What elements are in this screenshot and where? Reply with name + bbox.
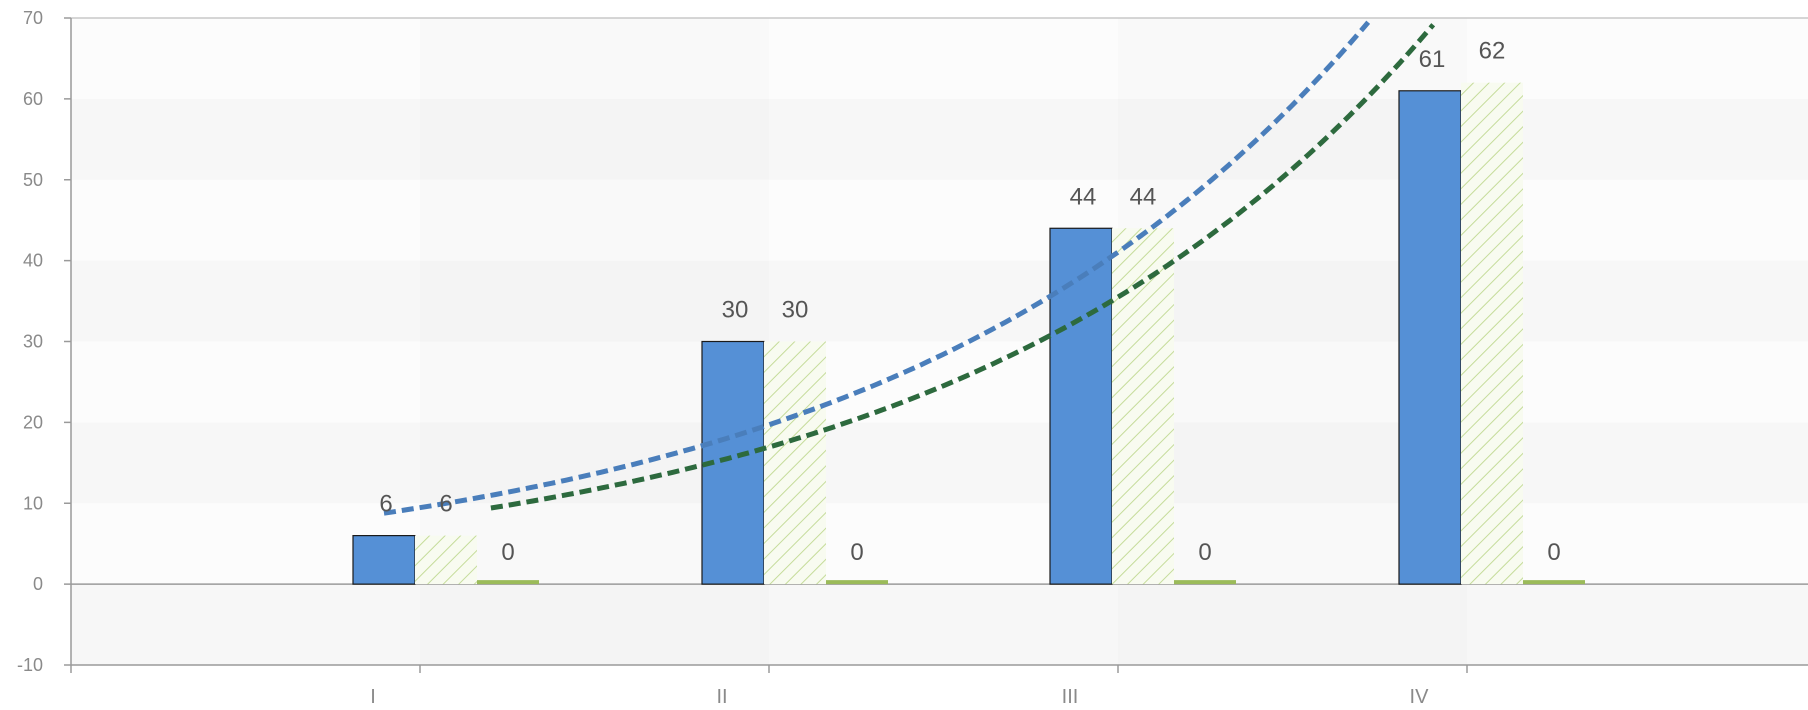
data-label: 0 <box>501 539 514 566</box>
trendlines <box>383 20 1436 516</box>
bar-series-2 <box>1461 82 1523 585</box>
x-tick-label: II <box>716 686 727 708</box>
bars <box>352 82 1585 585</box>
y-tick-label: 20 <box>23 412 43 432</box>
x-tick-label: IV <box>1410 686 1430 708</box>
y-tick-label: 50 <box>23 170 43 190</box>
data-label: 61 <box>1419 46 1446 73</box>
bar-series-2 <box>1112 228 1174 585</box>
bar-series-1 <box>1049 227 1113 585</box>
bar-series-1 <box>1398 90 1462 585</box>
data-label: 30 <box>782 297 809 324</box>
data-label: 30 <box>722 297 749 324</box>
data-label: 0 <box>850 539 863 566</box>
y-tick-label: 60 <box>23 89 43 109</box>
grid-band <box>71 18 1808 99</box>
trendline-1 <box>383 20 1371 516</box>
data-label: 44 <box>1130 183 1157 210</box>
bar-series-2 <box>764 341 826 585</box>
x-tick-label: I <box>370 686 376 708</box>
bar-series-3 <box>1174 580 1236 585</box>
data-label: 44 <box>1070 183 1097 210</box>
y-tick-label: 10 <box>23 493 43 513</box>
grid-band <box>71 260 1808 342</box>
grid-band <box>71 179 1808 261</box>
data-labels: 6 6 0 30 30 0 44 44 0 61 62 0 <box>379 38 1560 566</box>
y-tick-label: -10 <box>17 655 43 675</box>
grid-band <box>71 422 1808 504</box>
data-label: 6 <box>439 491 452 518</box>
data-label: 62 <box>1479 38 1506 65</box>
bar-series-3 <box>826 580 888 585</box>
bar-series-2 <box>415 535 477 585</box>
trendline-2 <box>490 23 1436 511</box>
y-tick-label: 70 <box>23 8 43 28</box>
y-tick-label: 30 <box>23 332 43 352</box>
data-label: 0 <box>1198 539 1211 566</box>
data-label: 0 <box>1547 539 1560 566</box>
bar-series-1 <box>352 534 416 585</box>
y-tick-label: 40 <box>23 251 43 271</box>
plot-background-bands <box>71 18 1808 665</box>
bar-series-3 <box>477 580 539 585</box>
bar-series-3 <box>1523 580 1585 585</box>
data-label: 6 <box>379 491 392 518</box>
grid-band <box>71 98 1808 180</box>
y-tick-label: 0 <box>33 574 43 594</box>
x-tick-label: III <box>1062 686 1079 708</box>
grid-band <box>71 584 1808 665</box>
